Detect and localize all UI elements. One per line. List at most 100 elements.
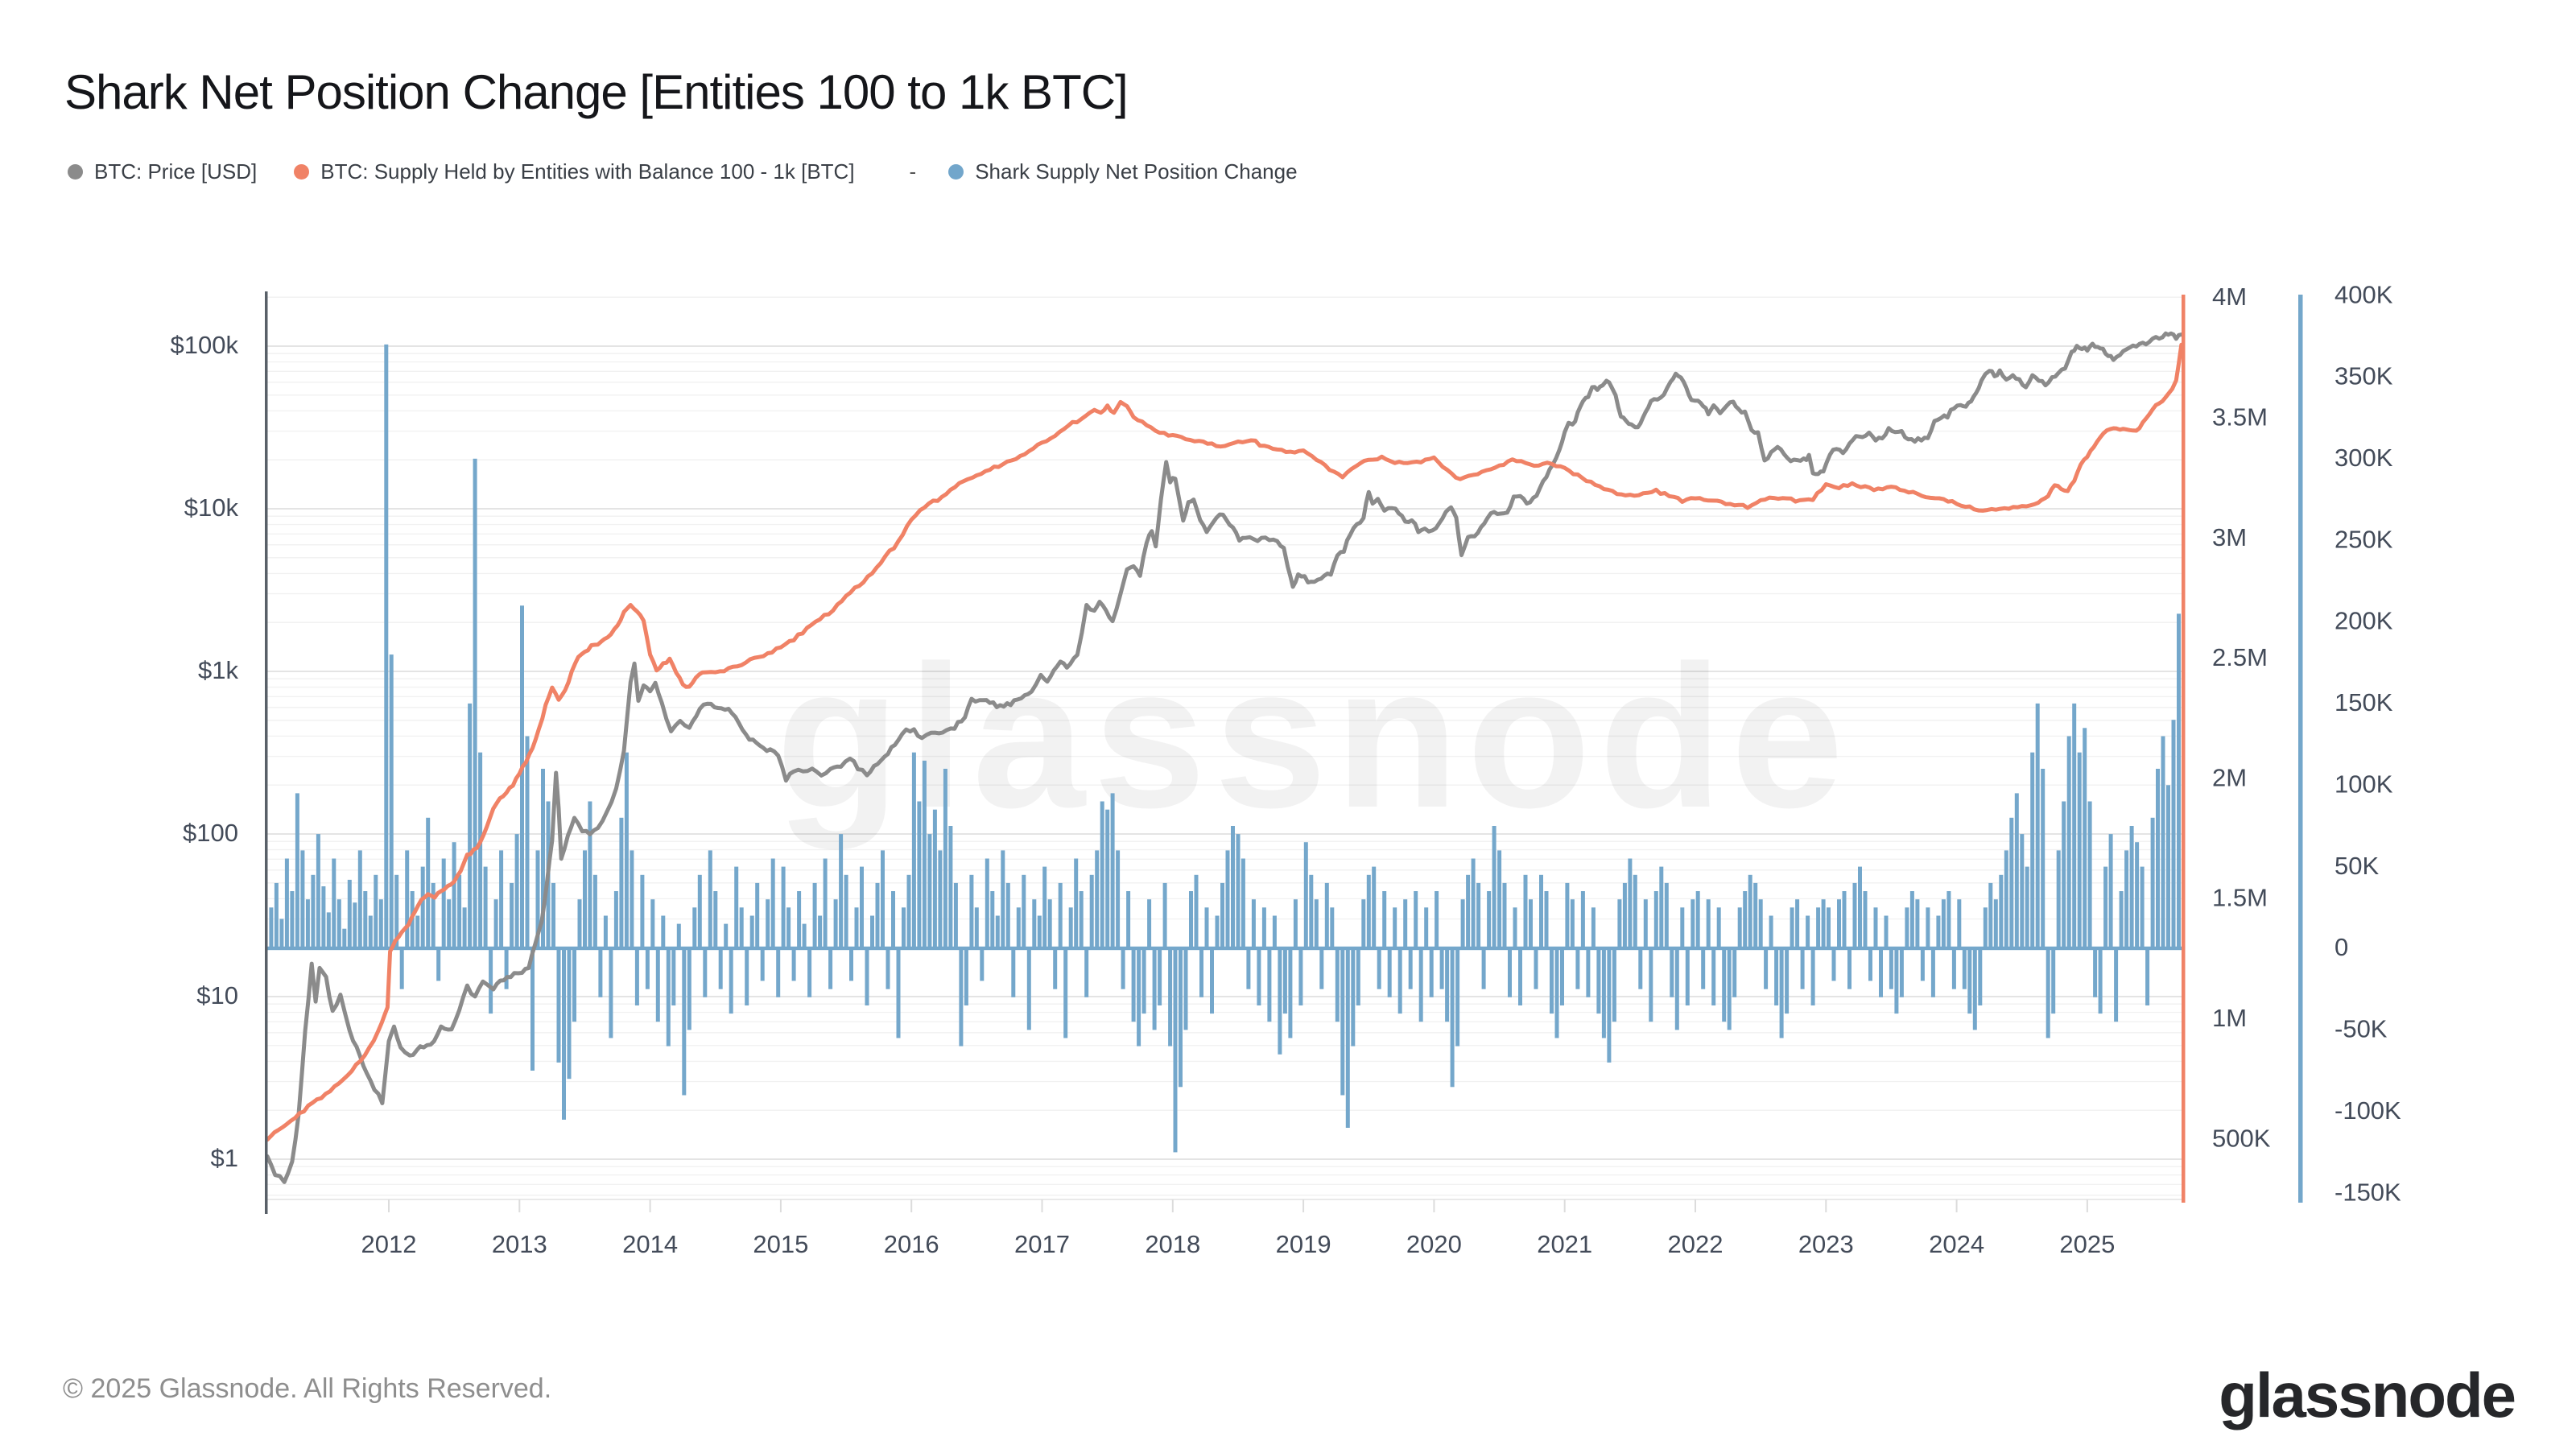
net-position-bar (1659, 866, 1664, 948)
net-position-bar (1372, 866, 1377, 948)
net-position-bar (1324, 882, 1329, 948)
net-position-bar (922, 760, 927, 948)
net-position-bar (844, 874, 848, 948)
net-position-bar (1210, 948, 1214, 1014)
net-position-bar (1774, 948, 1779, 1005)
year-tick-label: 2014 (622, 1230, 678, 1258)
supply-tick-label: 3.5M (2212, 402, 2268, 431)
net-position-bar (1100, 801, 1104, 948)
net-position-bar (2156, 769, 2160, 948)
legend-item-supply[interactable]: BTC: Supply Held by Entities with Balanc… (294, 159, 855, 184)
net-position-bar (1879, 948, 1883, 997)
net-position-bar (1414, 891, 1418, 948)
net-tick-label: 50K (2334, 852, 2379, 880)
net-position-bar (2119, 891, 2124, 948)
supply-tick-label: 2.5M (2212, 643, 2268, 671)
price-and-supply-lines (266, 331, 2183, 1184)
net-position-bar (896, 948, 901, 1038)
net-position-bar (567, 948, 572, 1080)
net-position-bar (504, 948, 509, 989)
net-position-bar (1941, 899, 1946, 948)
net-position-bar (1158, 948, 1162, 1005)
net-position-bar (881, 850, 885, 948)
net-position-bar (2004, 850, 2008, 948)
net-position-bar (1827, 907, 1831, 948)
net-tick-label: -150K (2334, 1178, 2401, 1206)
net-position-bar (969, 874, 974, 948)
net-position-bar (577, 899, 582, 948)
net-position-bar (1758, 899, 1763, 948)
net-position-bar (399, 948, 404, 989)
net-position-bar (692, 907, 697, 948)
net-position-bar (906, 874, 911, 948)
net-position-bar (624, 752, 629, 948)
year-tick-label: 2022 (1668, 1230, 1724, 1258)
net-position-bar (357, 850, 362, 948)
net-position-bar (1821, 899, 1826, 948)
net-position-bar (305, 899, 310, 948)
legend-item-net-position[interactable]: Shark Supply Net Position Change (948, 159, 1298, 184)
supply-tick-label: 2M (2212, 763, 2247, 791)
net-position-bar (493, 899, 498, 948)
net-position-bar (588, 801, 592, 948)
net-position-bar (1084, 948, 1089, 997)
price-tick-label: $1 (211, 1144, 238, 1172)
net-position-bar (1356, 948, 1360, 1005)
net-position-bar (1674, 948, 1679, 1030)
net-position-bar (1785, 948, 1790, 1014)
net-position-bar (1601, 948, 1606, 1038)
net-position-bar (1063, 948, 1068, 1038)
net-position-bar (609, 948, 613, 1038)
net-position-bar (985, 858, 989, 948)
net-position-bar (1529, 899, 1533, 948)
net-position-bar (1884, 915, 1889, 948)
legend-item-btc-price[interactable]: BTC: Price [USD] (68, 159, 257, 184)
net-position-bar (2124, 850, 2129, 948)
net-position-bar (1753, 882, 1758, 948)
net-position-bar (1513, 907, 1517, 948)
net-position-bar (499, 850, 504, 948)
net-position-bar (1988, 882, 1993, 948)
net-position-bar (1580, 891, 1585, 948)
year-tick-label: 2017 (1014, 1230, 1070, 1258)
year-tick-label: 2012 (361, 1230, 417, 1258)
net-position-bar (1842, 891, 1847, 948)
net-position-bar (311, 874, 316, 948)
net-position-bar (2062, 801, 2066, 948)
net-position-bar (316, 834, 320, 948)
net-position-bar (1408, 948, 1413, 989)
page-title: Shark Net Position Change [Entities 100 … (64, 65, 1129, 119)
net-position-bar (1695, 891, 1700, 948)
net-position-bar (1727, 948, 1732, 1030)
net-tick-label: 100K (2334, 770, 2393, 798)
net-position-bar (1345, 948, 1350, 1128)
net-position-bar (1481, 948, 1486, 989)
net-position-bar (687, 948, 691, 1030)
net-position-bar (1236, 834, 1241, 948)
net-position-bar (1016, 907, 1021, 948)
net-position-bar (1831, 948, 1836, 981)
net-position-bar (634, 948, 639, 1005)
net-position-bar (2030, 752, 2035, 948)
net-position-bar (2103, 866, 2108, 948)
chart-legend: BTC: Price [USD] BTC: Supply Held by Ent… (68, 159, 1335, 184)
net-position-bar (1690, 899, 1695, 948)
net-position-bar (1544, 891, 1549, 948)
net-position-bar (541, 769, 545, 948)
net-position-bar (995, 915, 1000, 948)
btc-price-line (266, 331, 2183, 1184)
net-position-bar (865, 948, 869, 1005)
net-position-bar (1685, 948, 1690, 1005)
net-position-bar (1716, 907, 1721, 948)
net-position-bar (1539, 874, 1543, 948)
net-position-bar (2177, 613, 2181, 948)
net-position-bar (1999, 874, 2004, 948)
net-position-bar (510, 882, 514, 948)
net-position-bar (1162, 882, 1167, 948)
net-position-bar (1455, 948, 1460, 1046)
net-position-bar (1137, 948, 1141, 1046)
net-position-bar (917, 801, 922, 948)
net-position-bar (1586, 948, 1591, 997)
price-tick-label: $100k (171, 331, 239, 359)
